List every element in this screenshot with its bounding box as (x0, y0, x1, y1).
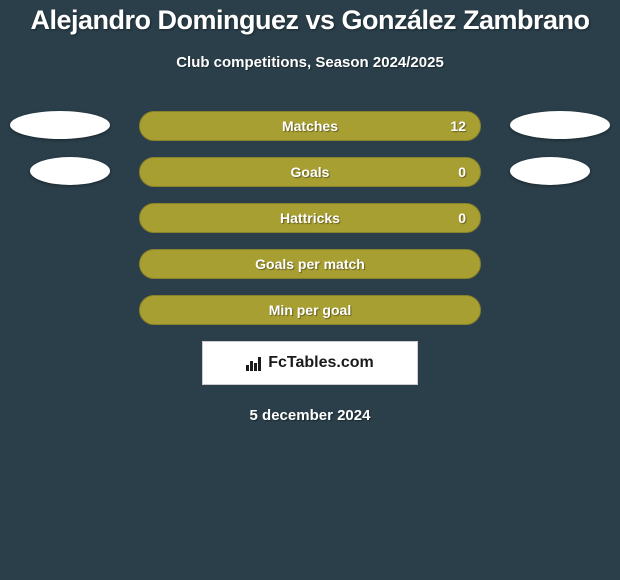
team-logo-right (510, 111, 610, 139)
stat-row: Goals per match (0, 249, 620, 279)
brand-text: FcTables.com (246, 354, 374, 372)
stat-label: Hattricks (280, 210, 340, 226)
stat-bar: Hattricks 0 (139, 203, 481, 233)
team-logo-right (510, 157, 590, 185)
stat-row: Min per goal (0, 295, 620, 325)
stat-value: 12 (450, 118, 466, 134)
stat-row: Matches 12 (0, 111, 620, 141)
page-title: Alejandro Dominguez vs González Zambrano (0, 5, 620, 36)
stats-area: Matches 12 Goals 0 Hattricks 0 Goals per… (0, 111, 620, 325)
date-label: 5 december 2024 (0, 407, 620, 424)
team-logo-left (10, 111, 110, 139)
stat-label: Matches (282, 118, 338, 134)
stat-bar: Goals 0 (139, 157, 481, 187)
team-logo-left (30, 157, 110, 185)
comparison-widget: Alejandro Dominguez vs González Zambrano… (0, 0, 620, 424)
stat-row: Hattricks 0 (0, 203, 620, 233)
stat-label: Min per goal (269, 302, 351, 318)
stat-bar: Min per goal (139, 295, 481, 325)
stat-value: 0 (458, 164, 466, 180)
brand-label: FcTables.com (268, 354, 374, 372)
page-subtitle: Club competitions, Season 2024/2025 (0, 54, 620, 71)
stat-bar: Goals per match (139, 249, 481, 279)
stat-bar: Matches 12 (139, 111, 481, 141)
bars-icon (246, 355, 264, 371)
stat-label: Goals (291, 164, 330, 180)
brand-box[interactable]: FcTables.com (202, 341, 418, 385)
stat-value: 0 (458, 210, 466, 226)
stat-row: Goals 0 (0, 157, 620, 187)
stat-label: Goals per match (255, 256, 365, 272)
